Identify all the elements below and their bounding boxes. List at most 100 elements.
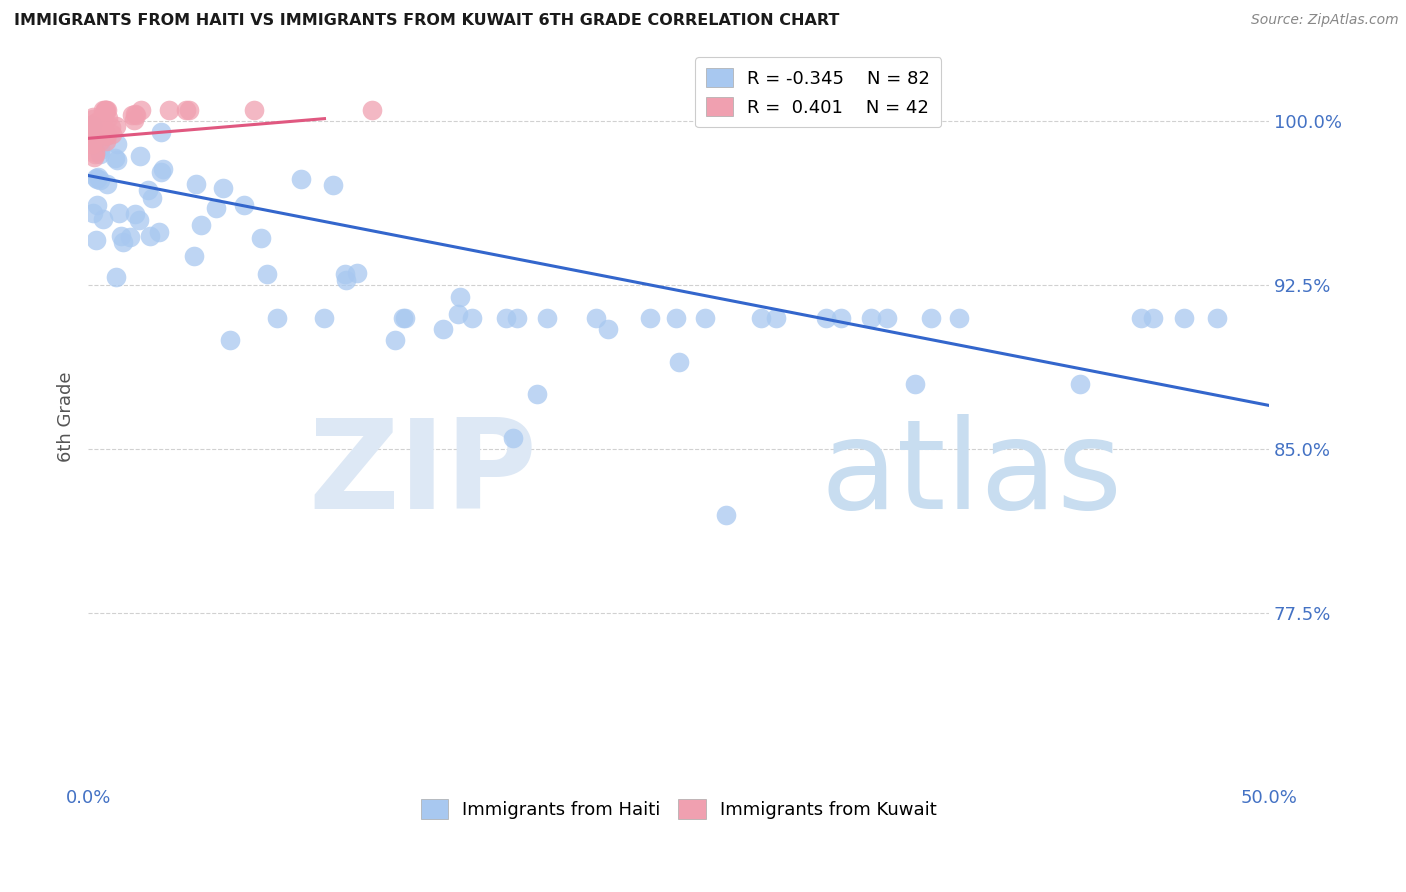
Point	[219, 333, 242, 347]
Point	[94, 103, 117, 117]
Point	[449, 290, 471, 304]
Point	[346, 266, 368, 280]
Point	[179, 103, 201, 117]
Point	[920, 310, 942, 325]
Point	[87, 113, 110, 128]
Point	[84, 147, 107, 161]
Point	[335, 273, 357, 287]
Point	[86, 172, 108, 186]
Point	[190, 218, 212, 232]
Point	[904, 376, 927, 391]
Point	[860, 310, 883, 325]
Point	[105, 120, 128, 134]
Point	[84, 233, 107, 247]
Point	[110, 229, 132, 244]
Point	[876, 310, 898, 325]
Point	[121, 108, 143, 122]
Point	[124, 107, 146, 121]
Point	[495, 310, 517, 325]
Point	[84, 145, 107, 160]
Point	[80, 118, 103, 132]
Point	[87, 170, 110, 185]
Point	[157, 103, 180, 117]
Text: IMMIGRANTS FROM HAITI VS IMMIGRANTS FROM KUWAIT 6TH GRADE CORRELATION CHART: IMMIGRANTS FROM HAITI VS IMMIGRANTS FROM…	[14, 13, 839, 29]
Point	[93, 103, 115, 117]
Point	[94, 128, 117, 142]
Point	[83, 116, 105, 130]
Point	[80, 136, 103, 151]
Point	[111, 235, 134, 249]
Point	[124, 112, 146, 127]
Point	[82, 110, 104, 124]
Point	[693, 310, 716, 325]
Point	[765, 310, 787, 325]
Point	[94, 134, 117, 148]
Point	[948, 310, 970, 325]
Point	[314, 310, 336, 325]
Point	[82, 132, 104, 146]
Point	[129, 149, 152, 163]
Point	[149, 125, 172, 139]
Point	[432, 322, 454, 336]
Point	[94, 128, 117, 143]
Point	[104, 270, 127, 285]
Point	[82, 128, 104, 142]
Point	[174, 103, 197, 117]
Point	[108, 206, 131, 220]
Point	[82, 118, 104, 132]
Point	[89, 123, 111, 137]
Point	[596, 322, 619, 336]
Point	[89, 139, 111, 153]
Point	[83, 150, 105, 164]
Point	[815, 310, 838, 325]
Point	[97, 112, 120, 126]
Point	[152, 161, 174, 176]
Point	[128, 213, 150, 227]
Point	[105, 153, 128, 167]
Point	[333, 267, 356, 281]
Text: ZIP: ZIP	[308, 414, 537, 534]
Y-axis label: 6th Grade: 6th Grade	[58, 371, 75, 461]
Point	[1173, 310, 1195, 325]
Point	[105, 137, 128, 152]
Point	[86, 170, 108, 185]
Point	[91, 211, 114, 226]
Point	[392, 310, 415, 325]
Point	[668, 354, 690, 368]
Point	[125, 108, 148, 122]
Point	[585, 310, 607, 325]
Point	[1130, 310, 1153, 325]
Point	[93, 110, 115, 124]
Point	[148, 225, 170, 239]
Point	[80, 131, 103, 145]
Point	[183, 249, 205, 263]
Point	[186, 177, 208, 191]
Point	[136, 183, 159, 197]
Point	[141, 191, 163, 205]
Point	[82, 206, 104, 220]
Point	[461, 310, 484, 325]
Point	[1142, 310, 1164, 325]
Point	[89, 143, 111, 157]
Point	[93, 103, 115, 117]
Point	[502, 431, 524, 445]
Point	[1069, 376, 1091, 391]
Point	[101, 127, 124, 141]
Point	[830, 310, 852, 325]
Point	[322, 178, 344, 193]
Point	[118, 230, 141, 244]
Point	[749, 310, 772, 325]
Point	[360, 103, 382, 117]
Point	[138, 228, 160, 243]
Point	[129, 103, 152, 117]
Point	[80, 132, 103, 146]
Point	[89, 146, 111, 161]
Text: Source: ZipAtlas.com: Source: ZipAtlas.com	[1251, 13, 1399, 28]
Point	[256, 268, 278, 282]
Point	[94, 103, 117, 117]
Point	[212, 181, 235, 195]
Text: atlas: atlas	[820, 414, 1122, 534]
Point	[86, 198, 108, 212]
Point	[506, 310, 529, 325]
Point	[290, 172, 312, 186]
